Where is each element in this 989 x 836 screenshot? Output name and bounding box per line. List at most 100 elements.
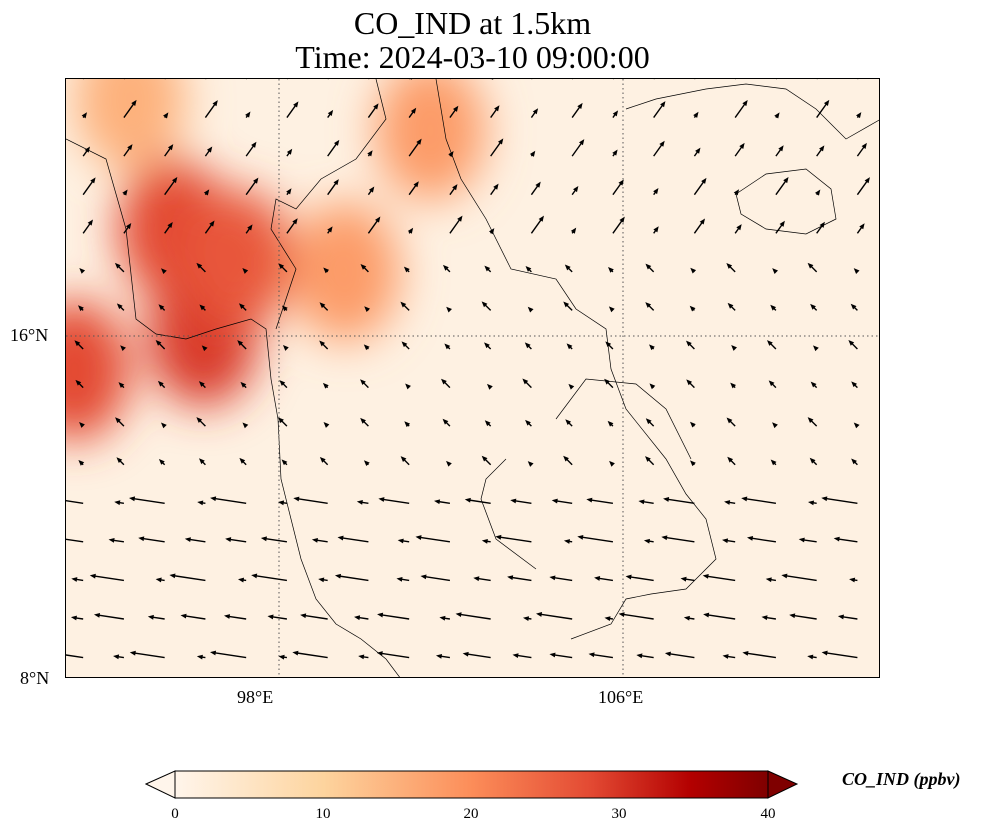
colorbar-tick: 20	[463, 806, 479, 822]
wind-arrow-head	[89, 573, 96, 579]
wind-arrow-head	[364, 306, 371, 313]
wind-arrow	[184, 615, 206, 620]
wind-arrow	[590, 499, 614, 504]
wind-arrow-head	[736, 224, 742, 231]
wind-arrow-head	[167, 144, 174, 151]
wind-arrow-head	[566, 343, 573, 350]
wind-arrow-head	[484, 420, 491, 427]
wind-arrow-head	[849, 577, 856, 583]
wind-arrow-head	[815, 189, 821, 196]
colorbar-tick: 40	[760, 806, 776, 822]
wind-arrow-head	[198, 458, 205, 465]
wind-arrow-head	[746, 535, 754, 541]
wind-arrow	[424, 575, 451, 582]
wind-arrow	[142, 537, 165, 543]
wind-arrow-head	[376, 651, 383, 656]
wind-arrow-head	[607, 420, 614, 427]
wind-arrow-head	[446, 460, 452, 467]
wind-arrow	[380, 614, 410, 620]
wind-arrow-head	[699, 218, 706, 225]
wind-arrow-head	[172, 176, 178, 184]
wind-arrow-head	[798, 537, 805, 543]
wind-arrow-head	[115, 417, 121, 424]
wind-arrow-head	[484, 342, 490, 349]
wind-arrow-head	[661, 535, 668, 541]
wind-arrow-head	[493, 183, 499, 190]
wind-arrow-head	[664, 651, 671, 657]
wind-arrow	[327, 181, 338, 196]
wind-arrow-head	[196, 417, 203, 423]
wind-arrow-head	[278, 654, 285, 660]
wind-arrow-head	[573, 186, 579, 193]
wind-arrow-head	[473, 576, 480, 582]
wind-arrow-head	[742, 651, 749, 656]
wind-arrow-head	[400, 301, 407, 308]
colorbar-label: CO_IND (ppbv)	[842, 769, 961, 789]
wind-arrow	[245, 144, 255, 157]
wind-arrow	[367, 219, 379, 234]
wind-arrow	[592, 653, 614, 659]
wind-arrow-head	[114, 262, 121, 269]
wind-arrow	[133, 652, 165, 659]
wind-arrow	[653, 103, 664, 118]
wind-arrow-head	[532, 108, 539, 115]
wind-arrow	[666, 498, 695, 504]
wind-arrow-head	[293, 101, 299, 108]
wind-arrow-head	[853, 422, 860, 429]
wind-arrow-head	[494, 105, 500, 112]
wind-arrow-head	[116, 457, 123, 464]
wind-arrow-head	[155, 339, 162, 346]
wind-arrow-head	[733, 189, 740, 196]
wind-arrow-head	[163, 112, 169, 119]
wind-arrow-head	[489, 228, 495, 235]
y-tick-label: 16°N	[10, 325, 49, 345]
wind-arrow	[841, 615, 858, 620]
wind-arrow-head	[809, 457, 816, 464]
wind-arrow-head	[625, 574, 632, 580]
wind-arrow-head	[225, 537, 232, 542]
wind-arrow-head	[577, 534, 584, 540]
wind-arrow	[466, 653, 491, 659]
wind-arrow	[775, 223, 784, 234]
wind-arrow	[164, 179, 176, 196]
wind-arrow-head	[337, 535, 344, 541]
wind-arrow-head	[778, 145, 784, 152]
wind-arrow-head	[770, 459, 777, 466]
wind-arrow-head	[659, 140, 665, 147]
wind-arrow-head	[78, 459, 85, 466]
wind-arrow-head	[653, 226, 659, 233]
wind-arrow-head	[638, 499, 645, 505]
wind-arrow	[449, 218, 461, 234]
wind-arrow-head	[122, 189, 128, 196]
colorbar-tick: 30	[611, 806, 627, 822]
wind-arrow-head	[453, 105, 459, 112]
wind-arrow-head	[536, 612, 543, 617]
wind-arrow	[297, 498, 328, 504]
wind-arrow-head	[198, 381, 205, 387]
co-plume	[289, 201, 400, 342]
wind-arrow-head	[129, 650, 136, 656]
wind-arrow-head	[742, 100, 748, 107]
x-tick-label: 106°E	[598, 687, 644, 707]
wind-arrow-head	[161, 268, 167, 275]
wind-arrow-head	[169, 573, 176, 579]
wind-arrow-head	[448, 150, 454, 158]
wind-arrow-head	[368, 186, 375, 193]
wind-arrow-head	[196, 262, 203, 269]
wind-arrow-head	[260, 536, 267, 542]
wind-arrow-head	[79, 267, 86, 274]
wind-arrow-head	[358, 654, 365, 660]
wind-arrow	[516, 654, 532, 659]
wind-arrow-head	[247, 224, 253, 231]
wind-arrow-head	[404, 421, 411, 428]
wind-arrow	[408, 141, 420, 157]
wind-arrow-head	[403, 266, 410, 273]
wind-arrow-head	[690, 267, 697, 274]
wind-arrow-head	[237, 340, 244, 346]
wind-arrow-head	[239, 457, 246, 464]
wind-arrow-head	[486, 383, 493, 390]
wind-arrow-head	[864, 177, 870, 184]
wind-arrow	[785, 575, 817, 582]
colorbar-extend-max	[767, 770, 799, 799]
wind-arrow	[264, 537, 288, 543]
